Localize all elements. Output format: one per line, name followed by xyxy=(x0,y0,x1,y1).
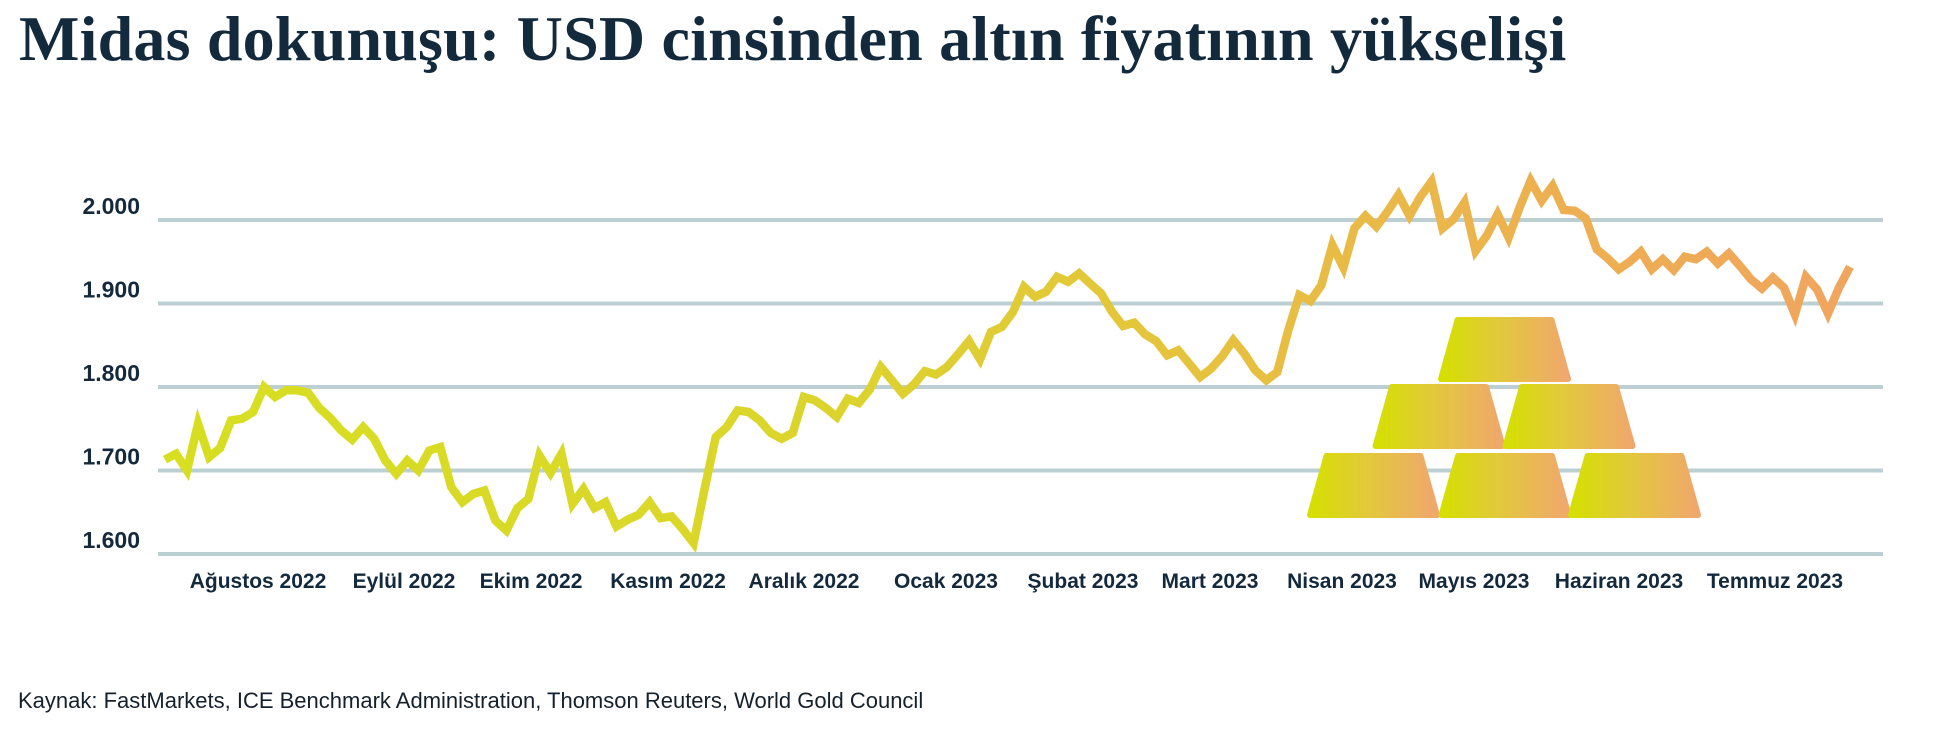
x-axis-month-label: Mayıs 2023 xyxy=(1419,570,1530,593)
gold-price-line xyxy=(163,170,1854,553)
gold-bar-icon xyxy=(1438,453,1572,518)
gold-bar-icon xyxy=(1372,384,1506,449)
x-axis-month-label: Ekim 2022 xyxy=(480,570,583,593)
y-axis-tick-label: 2.000 xyxy=(82,193,140,219)
x-axis-month-label: Ağustos 2022 xyxy=(190,570,327,593)
x-axis-month-label: Aralık 2022 xyxy=(749,570,860,593)
x-axis-month-label: Temmuz 2023 xyxy=(1707,570,1843,593)
x-axis-month-label: Nisan 2023 xyxy=(1287,570,1397,593)
y-axis-tick-label: 1.700 xyxy=(82,444,140,470)
gold-bar-icon xyxy=(1438,317,1571,382)
x-axis-month-label: Haziran 2023 xyxy=(1555,570,1683,593)
y-axis-tick-label: 1.600 xyxy=(82,527,140,553)
x-axis-month-label: Şubat 2023 xyxy=(1028,570,1139,593)
y-axis-tick-label: 1.800 xyxy=(82,360,140,386)
gold-bar-icon xyxy=(1502,384,1636,449)
gold-bar-icon xyxy=(1568,453,1701,518)
gold-bar-icon xyxy=(1307,453,1440,518)
x-axis-month-label: Mart 2023 xyxy=(1162,570,1259,593)
x-axis-month-label: Ocak 2023 xyxy=(894,570,998,593)
y-axis-tick-label: 1.900 xyxy=(82,277,140,303)
source-note: Kaynak: FastMarkets, ICE Benchmark Admin… xyxy=(18,688,924,713)
chart-title: Midas dokunuşu: USD cinsinden altın fiya… xyxy=(19,3,1567,74)
x-axis-month-label: Kasım 2022 xyxy=(610,570,726,593)
x-axis-month-label: Eylül 2022 xyxy=(353,570,456,593)
